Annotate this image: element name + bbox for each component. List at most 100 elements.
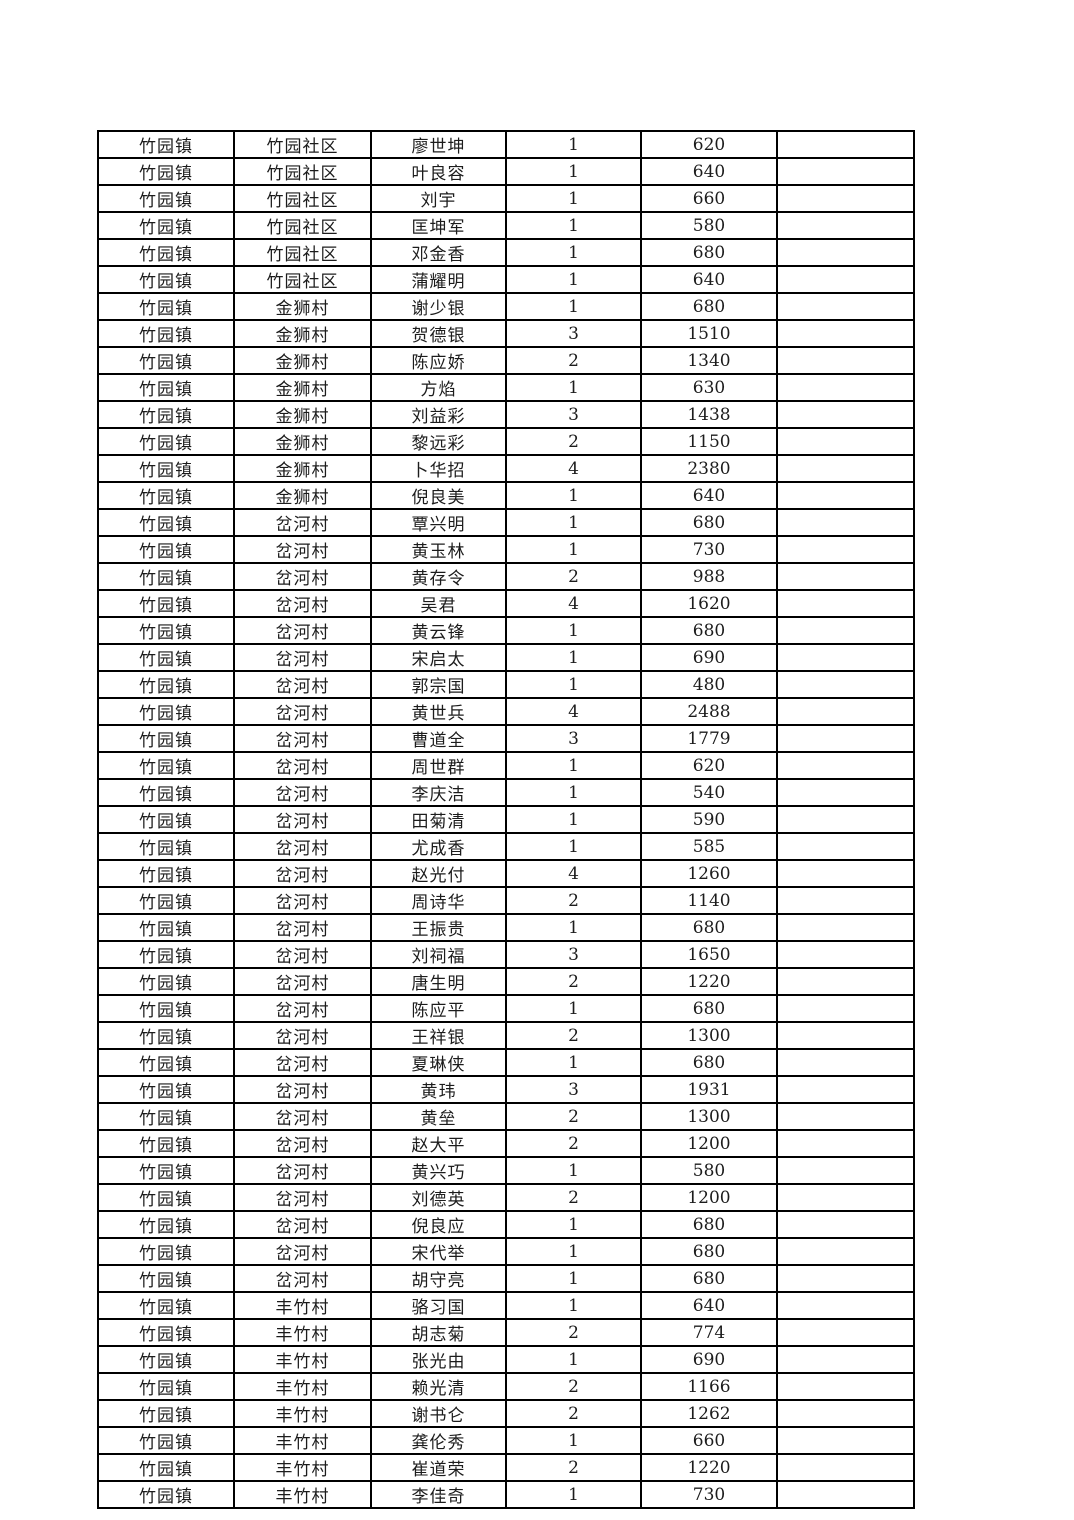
- cell-village: 岔河村: [233, 805, 372, 834]
- cell-note: [776, 1129, 915, 1158]
- cell-person: 叶良容: [370, 157, 507, 186]
- cell-note: [776, 859, 915, 888]
- cell-person: 黄存令: [370, 562, 507, 591]
- table-row: 竹园镇 竹园社区 叶良容 1 640: [97, 157, 915, 186]
- cell-person: 崔道荣: [370, 1453, 507, 1482]
- cell-town: 竹园镇: [97, 1399, 235, 1428]
- cell-village: 竹园社区: [233, 157, 372, 186]
- cell-town: 竹园镇: [97, 616, 235, 645]
- cell-note: [776, 670, 915, 699]
- cell-person: 宋启太: [370, 643, 507, 672]
- cell-village: 金狮村: [233, 427, 372, 456]
- table-body: 竹园镇 竹园社区 廖世坤 1 620 竹园镇 竹园社区 叶良容 1 640 竹园镇 竹园社区 刘宇 1 66…: [97, 130, 915, 1509]
- cell-amount: 690: [640, 1345, 778, 1374]
- cell-count: 1: [505, 1048, 642, 1077]
- table-row: 竹园镇 岔河村 倪良应 1 680: [97, 1210, 915, 1239]
- cell-person: 周诗华: [370, 886, 507, 915]
- table-row: 竹园镇 岔河村 黄玉林 1 730: [97, 535, 915, 564]
- cell-note: [776, 1480, 915, 1509]
- cell-village: 岔河村: [233, 751, 372, 780]
- cell-note: [776, 292, 915, 321]
- cell-amount: 1300: [640, 1102, 778, 1131]
- table-row: 竹园镇 岔河村 王祥银 2 1300: [97, 1021, 915, 1050]
- cell-person: 刘宇: [370, 184, 507, 213]
- cell-note: [776, 1318, 915, 1347]
- cell-village: 岔河村: [233, 940, 372, 969]
- cell-person: 黄世兵: [370, 697, 507, 726]
- table-row: 竹园镇 岔河村 宋代举 1 680: [97, 1237, 915, 1266]
- cell-village: 岔河村: [233, 589, 372, 618]
- table-row: 竹园镇 岔河村 黄玮 3 1931: [97, 1075, 915, 1104]
- cell-town: 竹园镇: [97, 535, 235, 564]
- cell-person: 陈应平: [370, 994, 507, 1023]
- cell-town: 竹园镇: [97, 157, 235, 186]
- cell-amount: 680: [640, 1264, 778, 1293]
- table-row: 竹园镇 岔河村 曹道全 3 1779: [97, 724, 915, 753]
- cell-village: 竹园社区: [233, 184, 372, 213]
- cell-note: [776, 238, 915, 267]
- cell-amount: 1200: [640, 1183, 778, 1212]
- cell-person: 赖光清: [370, 1372, 507, 1401]
- cell-person: 黄玉林: [370, 535, 507, 564]
- cell-note: [776, 508, 915, 537]
- cell-note: [776, 346, 915, 375]
- cell-town: 竹园镇: [97, 1210, 235, 1239]
- cell-village: 岔河村: [233, 1210, 372, 1239]
- cell-person: 卜华招: [370, 454, 507, 483]
- cell-town: 竹园镇: [97, 697, 235, 726]
- cell-amount: 680: [640, 1237, 778, 1266]
- cell-town: 竹园镇: [97, 1453, 235, 1482]
- cell-person: 李庆洁: [370, 778, 507, 807]
- cell-note: [776, 1399, 915, 1428]
- cell-town: 竹园镇: [97, 1345, 235, 1374]
- cell-count: 1: [505, 805, 642, 834]
- cell-town: 竹园镇: [97, 1426, 235, 1455]
- cell-amount: 1260: [640, 859, 778, 888]
- cell-town: 竹园镇: [97, 1480, 235, 1509]
- table-row: 竹园镇 岔河村 赵光付 4 1260: [97, 859, 915, 888]
- cell-town: 竹园镇: [97, 1318, 235, 1347]
- cell-count: 1: [505, 778, 642, 807]
- table-row: 竹园镇 丰竹村 谢书仑 2 1262: [97, 1399, 915, 1428]
- table-row: 竹园镇 金狮村 倪良美 1 640: [97, 481, 915, 510]
- cell-note: [776, 1210, 915, 1239]
- cell-village: 竹园社区: [233, 130, 372, 159]
- cell-person: 曹道全: [370, 724, 507, 753]
- cell-amount: 660: [640, 184, 778, 213]
- cell-town: 竹园镇: [97, 373, 235, 402]
- cell-note: [776, 211, 915, 240]
- cell-town: 竹园镇: [97, 967, 235, 996]
- table-row: 竹园镇 岔河村 吴君 4 1620: [97, 589, 915, 618]
- cell-town: 竹园镇: [97, 1156, 235, 1185]
- cell-amount: 2488: [640, 697, 778, 726]
- cell-village: 岔河村: [233, 697, 372, 726]
- cell-amount: 1438: [640, 400, 778, 429]
- cell-count: 2: [505, 562, 642, 591]
- cell-note: [776, 1291, 915, 1320]
- cell-count: 1: [505, 211, 642, 240]
- cell-count: 3: [505, 319, 642, 348]
- cell-person: 倪良应: [370, 1210, 507, 1239]
- table-row: 竹园镇 金狮村 贺德银 3 1510: [97, 319, 915, 348]
- table-row: 竹园镇 丰竹村 张光由 1 690: [97, 1345, 915, 1374]
- cell-amount: 1166: [640, 1372, 778, 1401]
- cell-note: [776, 400, 915, 429]
- cell-note: [776, 130, 915, 159]
- cell-note: [776, 157, 915, 186]
- cell-count: 1: [505, 1210, 642, 1239]
- cell-town: 竹园镇: [97, 481, 235, 510]
- cell-count: 4: [505, 697, 642, 726]
- cell-note: [776, 1102, 915, 1131]
- cell-town: 竹园镇: [97, 1021, 235, 1050]
- cell-person: 周世群: [370, 751, 507, 780]
- cell-count: 2: [505, 1399, 642, 1428]
- cell-village: 岔河村: [233, 643, 372, 672]
- cell-person: 李佳奇: [370, 1480, 507, 1509]
- table-row: 竹园镇 竹园社区 匡坤军 1 580: [97, 211, 915, 240]
- cell-person: 刘祠福: [370, 940, 507, 969]
- table-row: 竹园镇 竹园社区 刘宇 1 660: [97, 184, 915, 213]
- cell-person: 倪良美: [370, 481, 507, 510]
- cell-count: 3: [505, 940, 642, 969]
- table-row: 竹园镇 岔河村 唐生明 2 1220: [97, 967, 915, 996]
